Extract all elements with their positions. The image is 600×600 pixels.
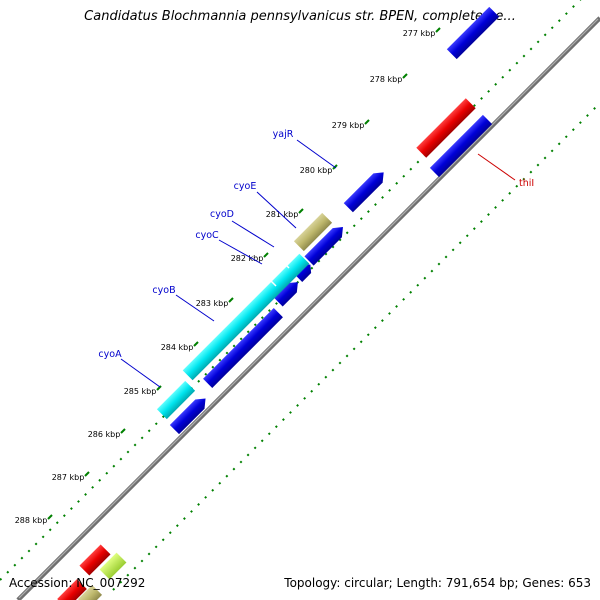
gene-leader-line [175,294,215,322]
tick-mark [263,252,269,258]
tick-mark [228,297,234,303]
cds-reverse-288k[interactable] [79,544,111,576]
gene-label-cyoD[interactable]: cyoD [210,209,234,220]
gene-leader-line [120,358,161,388]
gene-label-cyoB[interactable]: cyoB [152,285,175,296]
cds-reverse-thiI[interactable] [416,98,476,158]
cds-forward-thiI-adjacent[interactable] [429,114,493,178]
genome-summary: Topology: circular; Length: 791,654 bp; … [284,576,591,590]
feature-289k-khaki[interactable] [77,584,103,600]
cds-forward-282k-b[interactable] [273,278,303,307]
feature-cyoE[interactable] [293,212,333,252]
cds-reverse-289k[interactable] [57,579,87,600]
tick-mark [84,471,90,477]
tick-label: 277 kbp [403,29,436,38]
tick-mark [402,73,408,79]
genome-backbone-highlight [18,18,599,599]
feature-cyo-operon[interactable] [182,253,310,381]
feature-288k-lime[interactable] [99,552,127,580]
cds-forward-283k[interactable] [203,308,283,388]
tick-mark [193,341,199,347]
gene-leader-line [477,153,516,181]
feature-cyoA[interactable] [156,380,196,420]
tick-mark [435,27,441,33]
gene-leader-line [296,139,337,169]
gene-leader-line [218,239,263,265]
cds-forward-281k[interactable] [304,222,347,266]
tick-label: 284 kbp [161,343,194,352]
tick-label: 282 kbp [231,254,264,263]
gene-label-cyoC[interactable]: cyoC [195,230,219,241]
tick-label: 280 kbp [300,166,333,175]
gene-label-cyoA[interactable]: cyoA [98,349,122,360]
tick-label: 287 kbp [52,473,85,482]
gene-leader-line [231,220,275,248]
gene-label-cyoE[interactable]: cyoE [234,181,257,192]
tick-mark [156,385,162,391]
gene-leader-line [256,191,297,229]
tick-label: 285 kbp [124,387,157,396]
tick-mark [47,514,53,520]
tick-mark [120,428,126,434]
cds-forward-277k[interactable] [446,6,500,60]
tick-mark [298,208,304,214]
tick-mark [364,119,370,125]
map-title: Candidatus Blochmannia pennsylvanicus st… [84,9,516,24]
cds-forward-285k[interactable] [169,394,210,435]
tick-label: 288 kbp [15,516,48,525]
gene-label-thiI[interactable]: thiI [519,178,534,189]
accession-label: Accession: NC_007292 [9,576,146,590]
tick-label: 279 kbp [332,121,365,130]
operon-divider [267,277,277,287]
genome-backbone [16,16,600,600]
tick-label: 278 kbp [370,75,403,84]
operon-divider [280,259,290,269]
gene-label-yajR[interactable]: yajR [273,129,294,140]
cds-forward-yajR[interactable] [343,168,389,213]
tick-label: 283 kbp [196,299,229,308]
tick-label: 286 kbp [88,430,121,439]
